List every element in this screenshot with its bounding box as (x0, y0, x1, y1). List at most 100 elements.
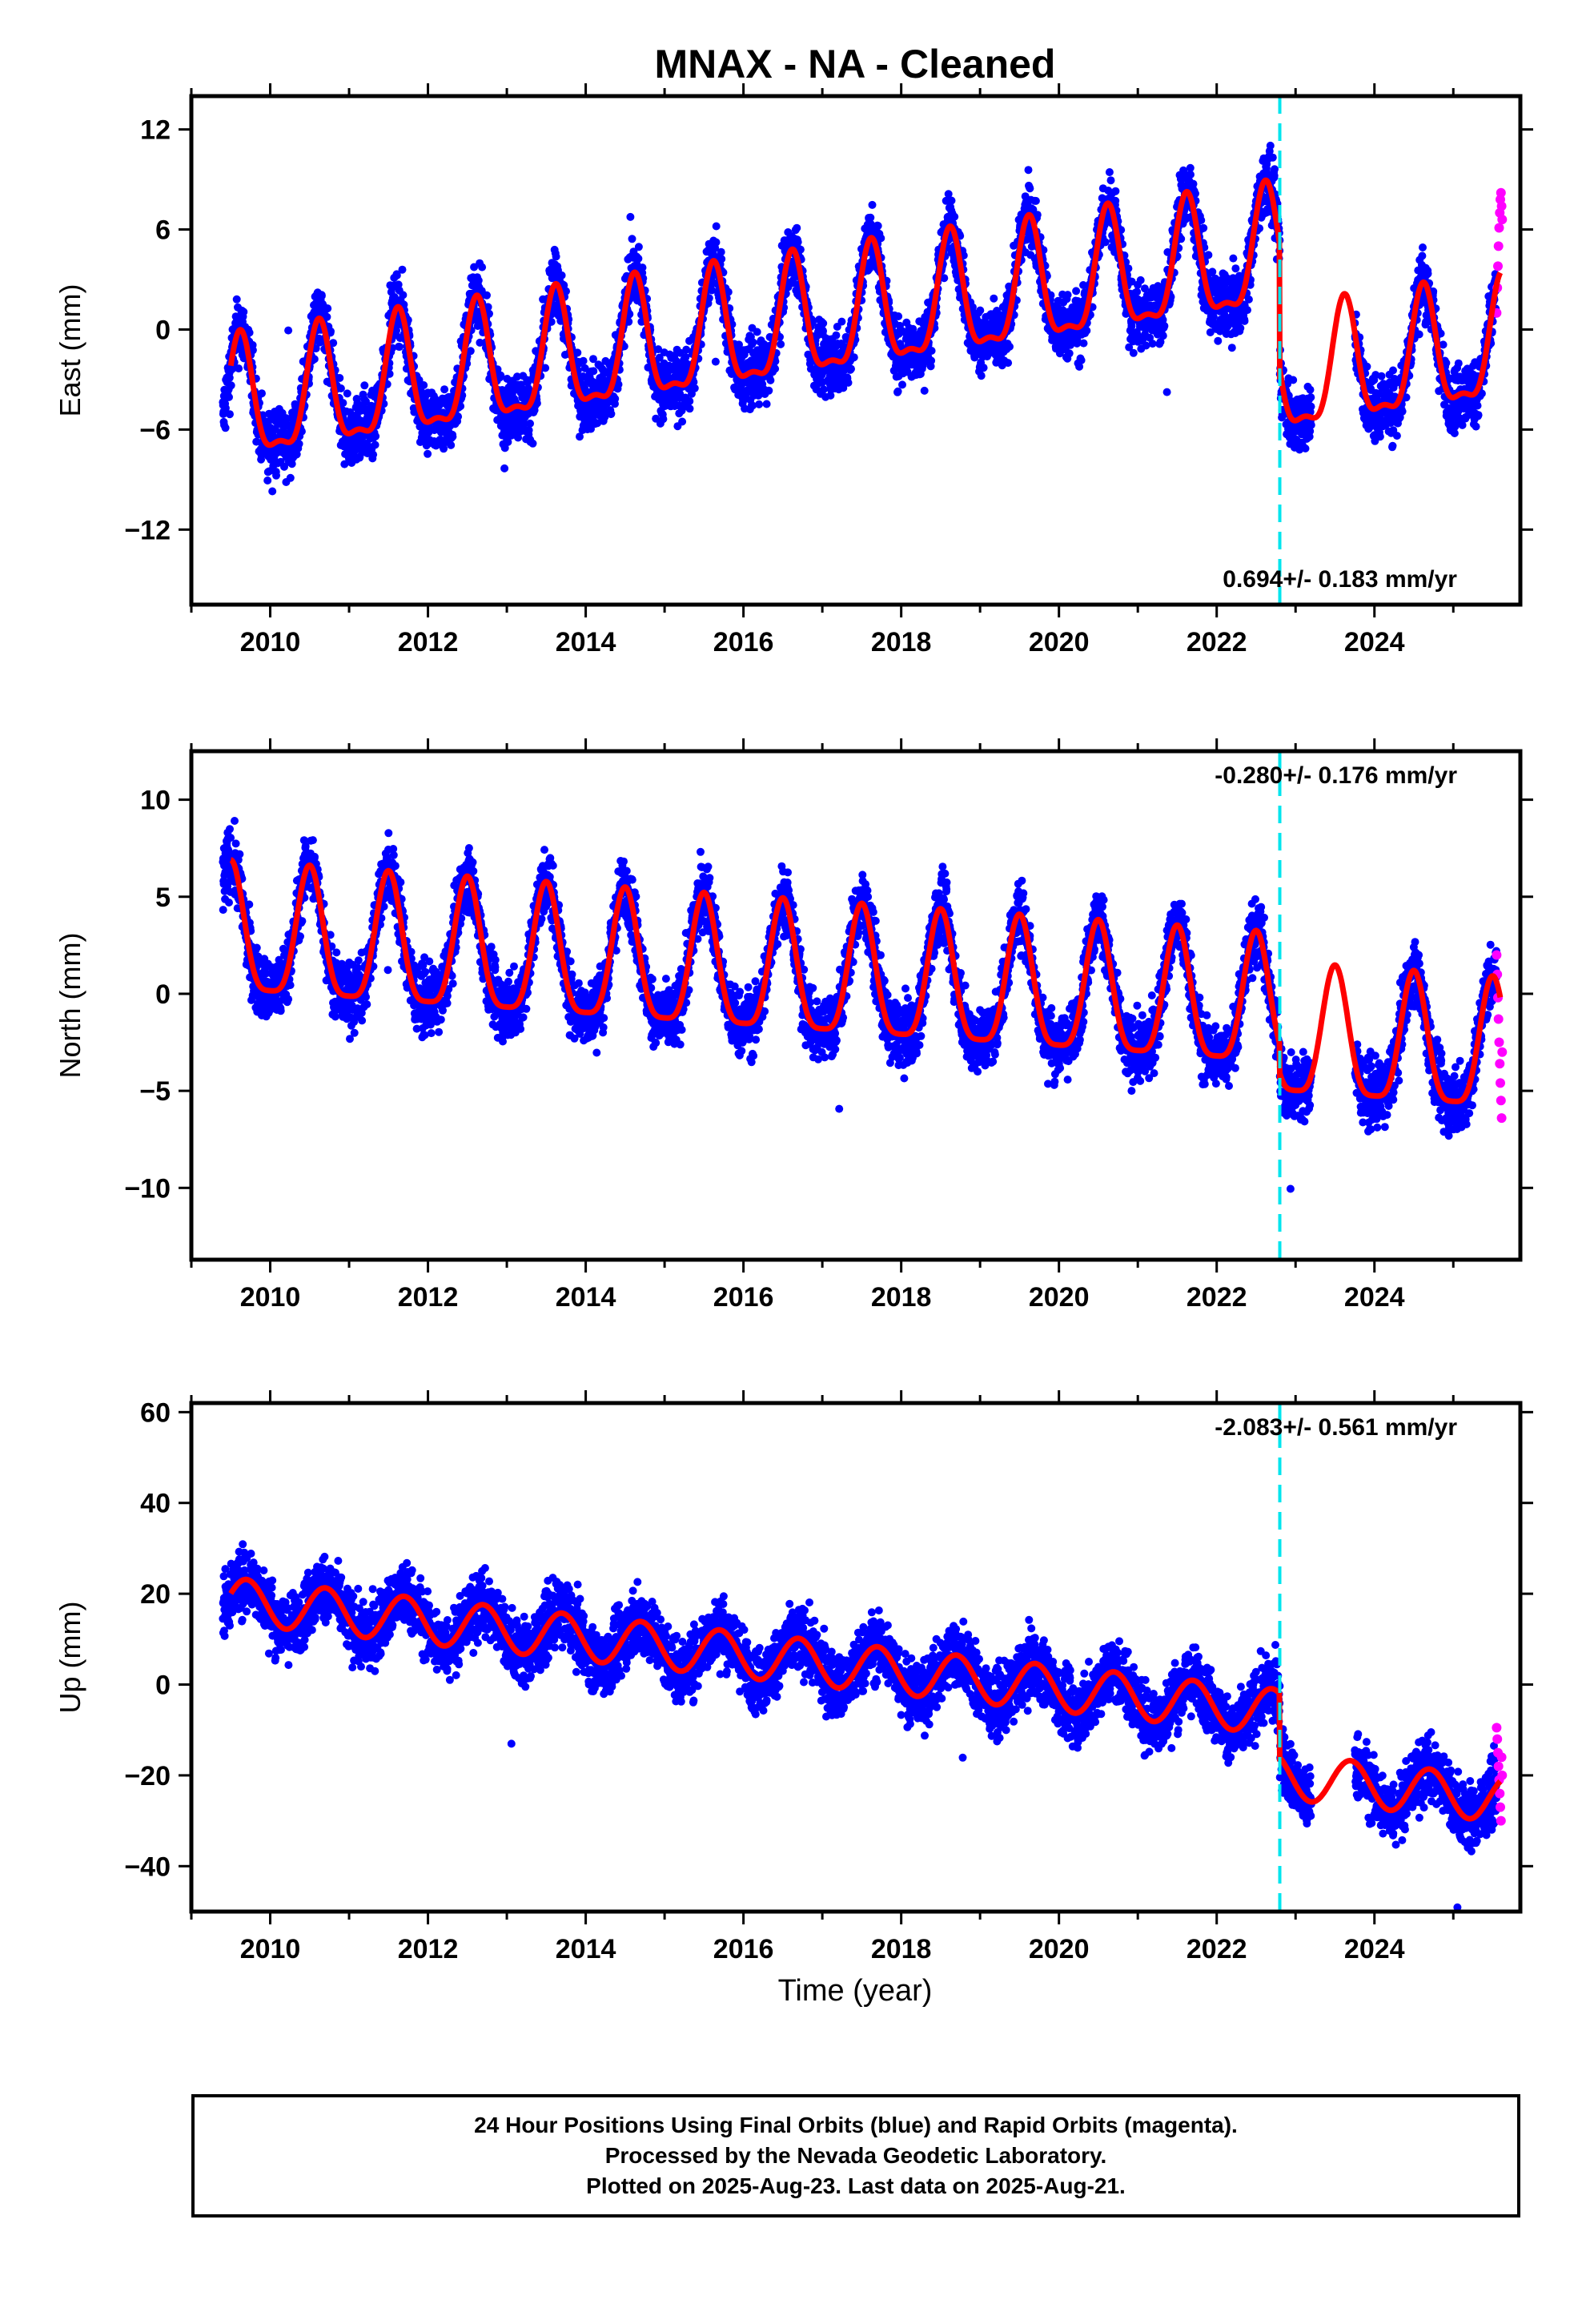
final-orbit-point (849, 353, 858, 362)
final-orbit-point (532, 399, 541, 408)
final-orbit-point (258, 389, 266, 398)
final-orbit-point (735, 340, 743, 349)
final-orbit-point (868, 200, 877, 209)
final-orbit-point (1289, 376, 1298, 384)
final-orbit-point (311, 344, 320, 353)
final-orbit-point (390, 293, 399, 301)
plot-area-east (219, 96, 1508, 605)
final-orbit-point (416, 422, 424, 431)
final-orbit-point (607, 409, 616, 418)
final-orbit-point (225, 392, 233, 401)
final-orbit-point (771, 364, 780, 373)
final-orbit-point (336, 384, 345, 392)
final-orbit-point (1244, 295, 1253, 304)
final-orbit-point (1124, 264, 1133, 273)
final-orbit-point (362, 397, 370, 406)
final-orbit-point (990, 294, 998, 303)
final-orbit-point (360, 381, 369, 390)
final-orbit-point (659, 415, 668, 424)
final-orbit-point (927, 356, 936, 365)
final-orbit-point (1106, 176, 1115, 185)
final-orbit-point (689, 378, 698, 386)
final-orbit-point (1140, 284, 1149, 293)
final-orbit-point (1111, 187, 1120, 195)
final-orbit-point (272, 471, 280, 480)
final-orbit-point (239, 308, 248, 316)
final-orbit-point (500, 464, 509, 472)
final-orbit-point (611, 394, 620, 403)
final-orbit-point (690, 384, 699, 392)
final-orbit-point (371, 432, 380, 440)
final-orbit-point (286, 473, 295, 482)
final-orbit-point (624, 317, 633, 326)
final-orbit-point (753, 328, 761, 336)
final-orbit-point (448, 432, 457, 441)
final-orbit-point (323, 304, 332, 313)
final-orbit-point (514, 433, 523, 442)
final-orbit-point (528, 439, 537, 448)
final-orbit-point (681, 352, 690, 361)
final-orbit-point (847, 364, 855, 373)
final-orbit-points-east (219, 141, 1501, 496)
final-orbit-point (873, 222, 882, 230)
final-orbit-point (392, 271, 401, 279)
final-orbit-point (287, 460, 296, 468)
final-orbit-point (1136, 275, 1145, 284)
final-orbit-point (579, 356, 588, 365)
final-orbit-point (1199, 223, 1208, 232)
final-orbit-point (1186, 171, 1195, 179)
final-orbit-point (1229, 254, 1238, 263)
final-orbit-point (1160, 322, 1169, 330)
final-orbit-point (466, 347, 475, 356)
final-orbit-point (1079, 339, 1088, 348)
final-orbit-point (877, 234, 885, 243)
final-orbit-point (1063, 291, 1072, 300)
final-orbit-point (711, 357, 720, 366)
final-orbit-point (1240, 316, 1249, 325)
chart-title: MNAX - NA - Cleaned (655, 42, 1056, 86)
final-orbit-point (717, 255, 726, 263)
final-orbit-point (392, 326, 400, 335)
final-orbit-point (483, 291, 491, 300)
final-orbit-point (476, 338, 484, 347)
final-orbit-point (470, 263, 479, 271)
final-orbit-point (1111, 196, 1120, 205)
final-orbit-point (626, 212, 635, 221)
final-orbit-point (1189, 179, 1198, 188)
final-orbit-point (893, 387, 902, 396)
final-orbit-point (1271, 165, 1279, 174)
final-orbit-point (263, 476, 272, 485)
final-orbit-point (976, 306, 985, 315)
final-orbit-point (1101, 238, 1110, 247)
final-orbit-point (1268, 153, 1277, 162)
final-orbit-point (524, 378, 532, 387)
final-orbit-point (232, 295, 241, 304)
final-orbit-point (920, 386, 929, 395)
final-orbit-point (749, 338, 757, 347)
final-orbit-point (819, 385, 828, 394)
final-orbit-point (979, 364, 988, 372)
final-orbit-point (454, 412, 463, 421)
final-orbit-point (1227, 344, 1236, 352)
final-orbit-point (580, 364, 589, 372)
final-orbit-point (724, 287, 733, 296)
final-orbit-point (1133, 287, 1142, 296)
final-orbit-point (394, 280, 403, 289)
final-orbit-point (420, 381, 428, 389)
final-orbit-point (329, 339, 338, 348)
final-orbit-point (235, 364, 243, 373)
final-orbit-point (898, 380, 906, 389)
final-orbit-point (1077, 356, 1086, 364)
final-orbit-point (579, 372, 588, 380)
final-orbit-point (1031, 196, 1040, 205)
final-orbit-point (685, 404, 694, 413)
final-orbit-point (600, 412, 609, 421)
final-orbit-point (1266, 141, 1275, 150)
final-orbit-point (708, 286, 717, 295)
final-orbit-point (369, 450, 378, 459)
final-orbit-point (1231, 264, 1240, 273)
final-orbit-point (705, 294, 713, 303)
final-orbit-point (654, 345, 663, 354)
final-orbit-point (440, 385, 449, 394)
final-orbit-point (371, 440, 379, 449)
